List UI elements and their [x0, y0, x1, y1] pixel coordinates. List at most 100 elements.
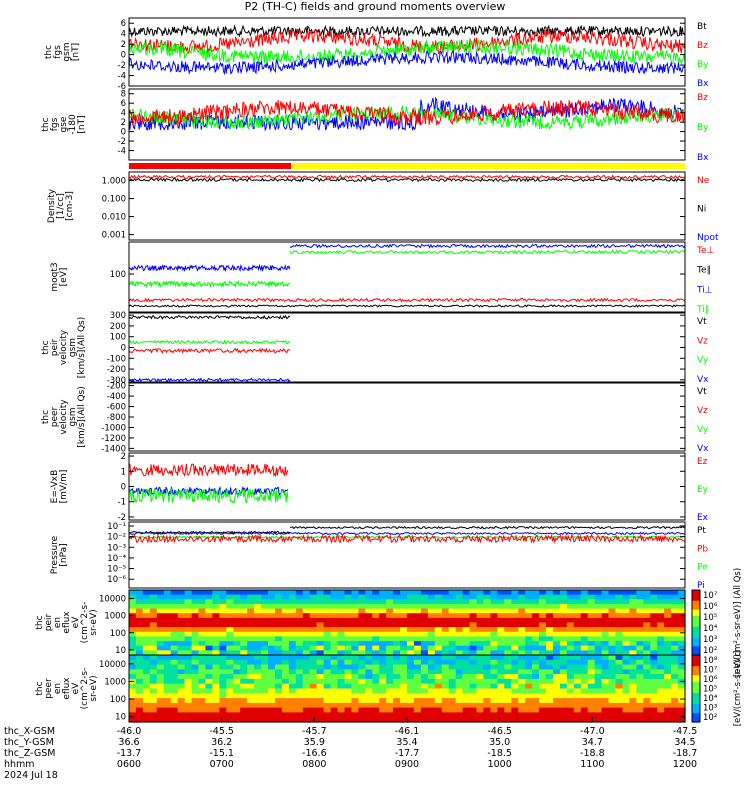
- ephemeris-value: 35.9: [304, 737, 325, 748]
- spectrogram-cell: [678, 655, 686, 661]
- spectrogram-cell: [587, 683, 596, 690]
- spectrogram-cell: [281, 650, 290, 656]
- spectrogram-cell: [365, 664, 373, 670]
- spectrogram-cell: [434, 702, 443, 709]
- spectrogram-cell: [587, 594, 596, 600]
- spectrogram-cell: [379, 603, 387, 610]
- spectrogram-cell: [420, 688, 429, 694]
- spectrogram-cell: [379, 669, 387, 675]
- y-tick-label: -100: [107, 354, 126, 364]
- spectrogram-cell: [295, 627, 304, 633]
- spectrogram-cell: [490, 702, 498, 709]
- spectrogram-cell: [448, 650, 457, 656]
- spectrogram-cell: [511, 641, 519, 647]
- spectrogram-cell: [268, 693, 276, 699]
- spectrogram-cell: [323, 627, 332, 633]
- spectrogram-cell: [247, 693, 255, 699]
- spectrogram-cell: [476, 631, 484, 637]
- spectrogram-cell: [191, 688, 200, 694]
- spectrogram-cell: [219, 664, 227, 670]
- spectrogram-cell: [594, 599, 603, 605]
- spectrogram-cell: [476, 617, 484, 624]
- spectrogram-cell: [379, 608, 387, 614]
- spectrogram-cell: [268, 655, 276, 661]
- spectrogram-cell: [490, 627, 498, 633]
- spectrogram-cell: [268, 617, 276, 624]
- spectrogram-cell: [643, 698, 651, 704]
- spectrogram-cell: [434, 693, 443, 699]
- spectrogram-cell: [420, 655, 429, 661]
- spectrogram-cell: [198, 693, 206, 699]
- spectrogram-cell: [191, 645, 200, 651]
- spectrogram-cell: [386, 622, 394, 628]
- spectrogram-cell: [664, 659, 672, 666]
- spectrogram-cell: [678, 599, 686, 605]
- spectrogram-cell: [351, 650, 359, 656]
- spectrogram-cell: [372, 599, 380, 605]
- spectrogram-cell: [135, 631, 144, 637]
- spectrogram-cell: [601, 655, 610, 661]
- spectrogram-cell: [247, 631, 255, 637]
- spectrogram-cell: [420, 650, 429, 656]
- spectrogram-cell: [135, 617, 144, 624]
- spectrogram-cell: [573, 669, 582, 675]
- spectrogram-cell: [191, 664, 200, 670]
- y-tick-label: 200: [110, 322, 126, 332]
- spectrogram-cell: [532, 631, 540, 637]
- spectrogram-cell: [504, 613, 512, 619]
- spectrogram-cell: [351, 627, 359, 633]
- spectrogram-cell: [163, 603, 172, 610]
- ephemeris-value: 35.0: [489, 737, 510, 748]
- colorbar-cell: [692, 688, 700, 692]
- spectrogram-cell: [587, 599, 596, 605]
- spectrogram-cell: [511, 608, 519, 614]
- spectrogram-cell: [149, 664, 158, 670]
- spectrogram-cell: [476, 683, 484, 690]
- spectrogram-cell: [226, 617, 234, 624]
- spectrogram-cell: [268, 641, 276, 647]
- spectrogram-cell: [504, 712, 512, 718]
- spectrogram-cell: [330, 599, 339, 605]
- spectrogram-cell: [316, 608, 325, 614]
- y-axis-label: fgs: [53, 45, 63, 59]
- spectrogram-cell: [476, 594, 484, 600]
- spectrogram-cell: [184, 631, 193, 637]
- spectrogram-cell: [163, 683, 172, 690]
- spectrogram-cell: [532, 707, 540, 713]
- spectrogram-cell: [518, 669, 526, 675]
- spectrogram-cell: [532, 594, 540, 600]
- spectrogram-cell: [580, 669, 589, 675]
- spectrogram-cell: [268, 650, 276, 656]
- spectrogram-cell: [275, 590, 283, 596]
- spectrogram-cell: [358, 641, 366, 647]
- spectrogram-cell: [407, 599, 415, 605]
- spectrogram-cell: [281, 594, 290, 600]
- spectrogram-cell: [212, 655, 220, 661]
- spectrogram-cell: [212, 717, 220, 723]
- spectrogram-cell: [434, 674, 443, 680]
- spectrogram-cell: [476, 641, 484, 647]
- spectrogram-cell: [240, 717, 248, 723]
- spectrogram-cell: [240, 650, 248, 656]
- spectrogram-cell: [323, 636, 332, 642]
- spectrogram-cell: [295, 617, 304, 624]
- spectrogram-cell: [664, 627, 672, 633]
- spectrogram-cell: [372, 650, 380, 656]
- spectrogram-cell: [511, 636, 519, 642]
- spectrogram-cell: [365, 608, 373, 614]
- spectrogram-cell: [358, 698, 366, 704]
- spectrogram-cell: [678, 631, 686, 637]
- spectrogram-cell: [275, 664, 283, 670]
- spectrogram-cell: [580, 693, 589, 699]
- spectrogram-cell: [281, 707, 290, 713]
- spectrogram-cell: [532, 717, 540, 723]
- spectrogram-cell: [490, 683, 498, 690]
- spectrogram-cell: [469, 712, 478, 718]
- spectrogram-cell: [233, 702, 241, 709]
- spectrogram-cell: [455, 693, 464, 699]
- spectrogram-cell: [413, 712, 422, 718]
- spectrogram-cell: [455, 603, 464, 610]
- spectrogram-cell: [580, 631, 589, 637]
- spectrogram-cell: [316, 603, 325, 610]
- spectrogram-cell: [420, 627, 429, 633]
